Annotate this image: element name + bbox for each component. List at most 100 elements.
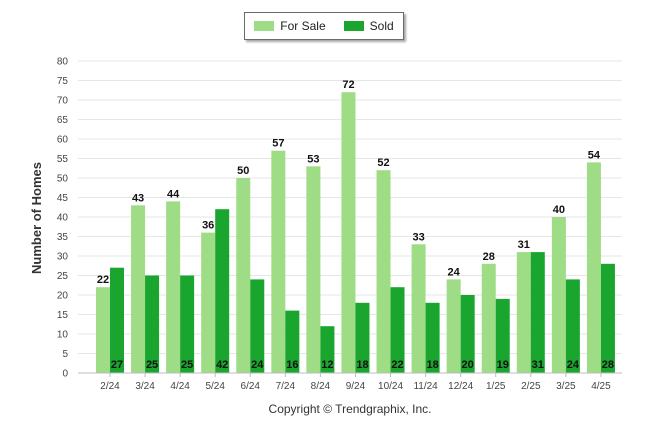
x-tick-label: 11/24 — [413, 381, 438, 392]
data-label-sold: 18 — [356, 359, 368, 371]
data-label-for-sale: 54 — [588, 149, 601, 161]
legend-label-sold: Sold — [369, 19, 394, 33]
y-tick-label: 45 — [57, 193, 69, 204]
data-label-for-sale: 43 — [132, 192, 144, 204]
bar-for-sale — [271, 150, 286, 373]
bar-sold — [355, 302, 370, 373]
data-label-sold: 18 — [426, 359, 438, 371]
bar-sold — [285, 310, 300, 373]
x-tick-label: 7/24 — [276, 381, 296, 392]
bar-sold — [600, 263, 615, 373]
y-axis-title: Number of Homes — [29, 162, 44, 274]
data-label-sold: 25 — [181, 359, 193, 371]
bar-sold — [180, 275, 195, 373]
bar-sold — [215, 209, 230, 373]
x-tick-label: 5/24 — [205, 381, 225, 392]
x-tick-label: 6/24 — [241, 381, 261, 392]
data-label-for-sale: 22 — [97, 274, 109, 286]
copyright-text: Copyright © Trendgraphix, Inc. — [268, 402, 432, 416]
data-label-sold: 25 — [146, 359, 158, 371]
bar-for-sale — [236, 178, 251, 373]
bar-sold — [320, 326, 335, 373]
data-label-for-sale: 50 — [237, 165, 249, 177]
data-label-for-sale: 36 — [202, 220, 214, 232]
bar-for-sale — [131, 205, 146, 373]
x-tick-label: 1/25 — [486, 381, 506, 392]
y-tick-label: 50 — [57, 174, 69, 185]
y-tick-label: 55 — [57, 154, 69, 165]
bar-sold — [390, 287, 405, 373]
y-tick-label: 25 — [57, 271, 69, 282]
y-tick-label: 75 — [57, 76, 69, 87]
data-label-for-sale: 57 — [272, 138, 284, 150]
x-tick-label: 9/24 — [346, 381, 366, 392]
bar-sold — [530, 252, 545, 373]
bar-sold — [425, 302, 440, 373]
bar-for-sale — [586, 162, 601, 373]
x-tick-label: 10/24 — [378, 381, 403, 392]
data-labels: 22 27 43 25 44 25 36 42 50 24 57 16 53 12 72 18 52 22 33 18… — [97, 79, 614, 371]
data-label-sold: 27 — [111, 359, 123, 371]
y-tick-label: 80 — [57, 57, 69, 68]
data-label-for-sale: 44 — [167, 188, 180, 200]
data-label-sold: 24 — [251, 359, 264, 371]
bar-sold — [495, 298, 510, 373]
data-label-sold: 22 — [391, 359, 403, 371]
y-tick-label: 30 — [57, 252, 69, 263]
data-label-for-sale: 53 — [307, 153, 319, 165]
data-label-sold: 42 — [216, 359, 228, 371]
y-tick-label: 65 — [57, 115, 69, 126]
data-label-sold: 19 — [497, 359, 509, 371]
y-tick-label: 40 — [57, 213, 69, 224]
legend-swatch-for-sale — [254, 21, 275, 31]
x-tick-label: 4/25 — [591, 381, 611, 392]
data-label-sold: 24 — [567, 359, 580, 371]
bar-for-sale — [201, 232, 216, 373]
bar-sold — [565, 279, 580, 373]
y-tick-label: 15 — [57, 310, 69, 321]
bar-for-sale — [376, 170, 391, 373]
bar-for-sale — [551, 217, 566, 373]
data-label-sold: 16 — [286, 359, 298, 371]
x-tick-label: 12/24 — [448, 381, 473, 392]
legend-item-sold: Sold — [343, 19, 394, 33]
data-label-for-sale: 31 — [518, 239, 530, 251]
bar-sold — [145, 275, 160, 373]
y-tick-label: 60 — [57, 135, 69, 146]
x-tick-label: 2/25 — [521, 381, 541, 392]
x-tick-label: 2/24 — [100, 381, 120, 392]
y-tick-label: 70 — [57, 96, 69, 107]
x-tick-label: 3/24 — [135, 381, 155, 392]
x-tick-label: 8/24 — [311, 381, 331, 392]
y-tick-label: 0 — [62, 369, 68, 380]
legend-item-for-sale: For Sale — [254, 19, 326, 33]
y-tick-label: 10 — [57, 330, 69, 341]
data-label-for-sale: 24 — [448, 266, 461, 278]
bar-for-sale — [96, 287, 110, 373]
data-label-sold: 31 — [532, 359, 544, 371]
legend-swatch-sold — [343, 21, 364, 31]
data-label-for-sale: 72 — [342, 79, 354, 91]
x-tick-label: 3/25 — [556, 381, 576, 392]
data-label-for-sale: 28 — [483, 251, 495, 263]
y-tick-label: 20 — [57, 291, 69, 302]
bar-for-sale — [516, 252, 531, 373]
legend-label-for-sale: For Sale — [280, 19, 326, 33]
bar-for-sale — [411, 244, 426, 373]
data-label-for-sale: 33 — [412, 231, 424, 243]
bar-for-sale — [341, 92, 356, 373]
bar-for-sale — [166, 201, 181, 373]
data-label-sold: 20 — [462, 359, 474, 371]
bar-sold — [110, 267, 124, 373]
data-label-for-sale: 52 — [377, 157, 389, 169]
bar-sold — [250, 279, 265, 373]
data-label-sold: 28 — [602, 359, 614, 371]
bar-for-sale — [481, 263, 496, 373]
legend: For Sale Sold — [244, 12, 404, 40]
bars — [96, 92, 615, 373]
axes: 0 5 10 15 20 25 30 35 40 45 50 55 60 65 70 75 80 2/24 3/24… — [57, 57, 622, 392]
bar-for-sale — [446, 279, 461, 373]
bar-sold — [460, 295, 475, 373]
